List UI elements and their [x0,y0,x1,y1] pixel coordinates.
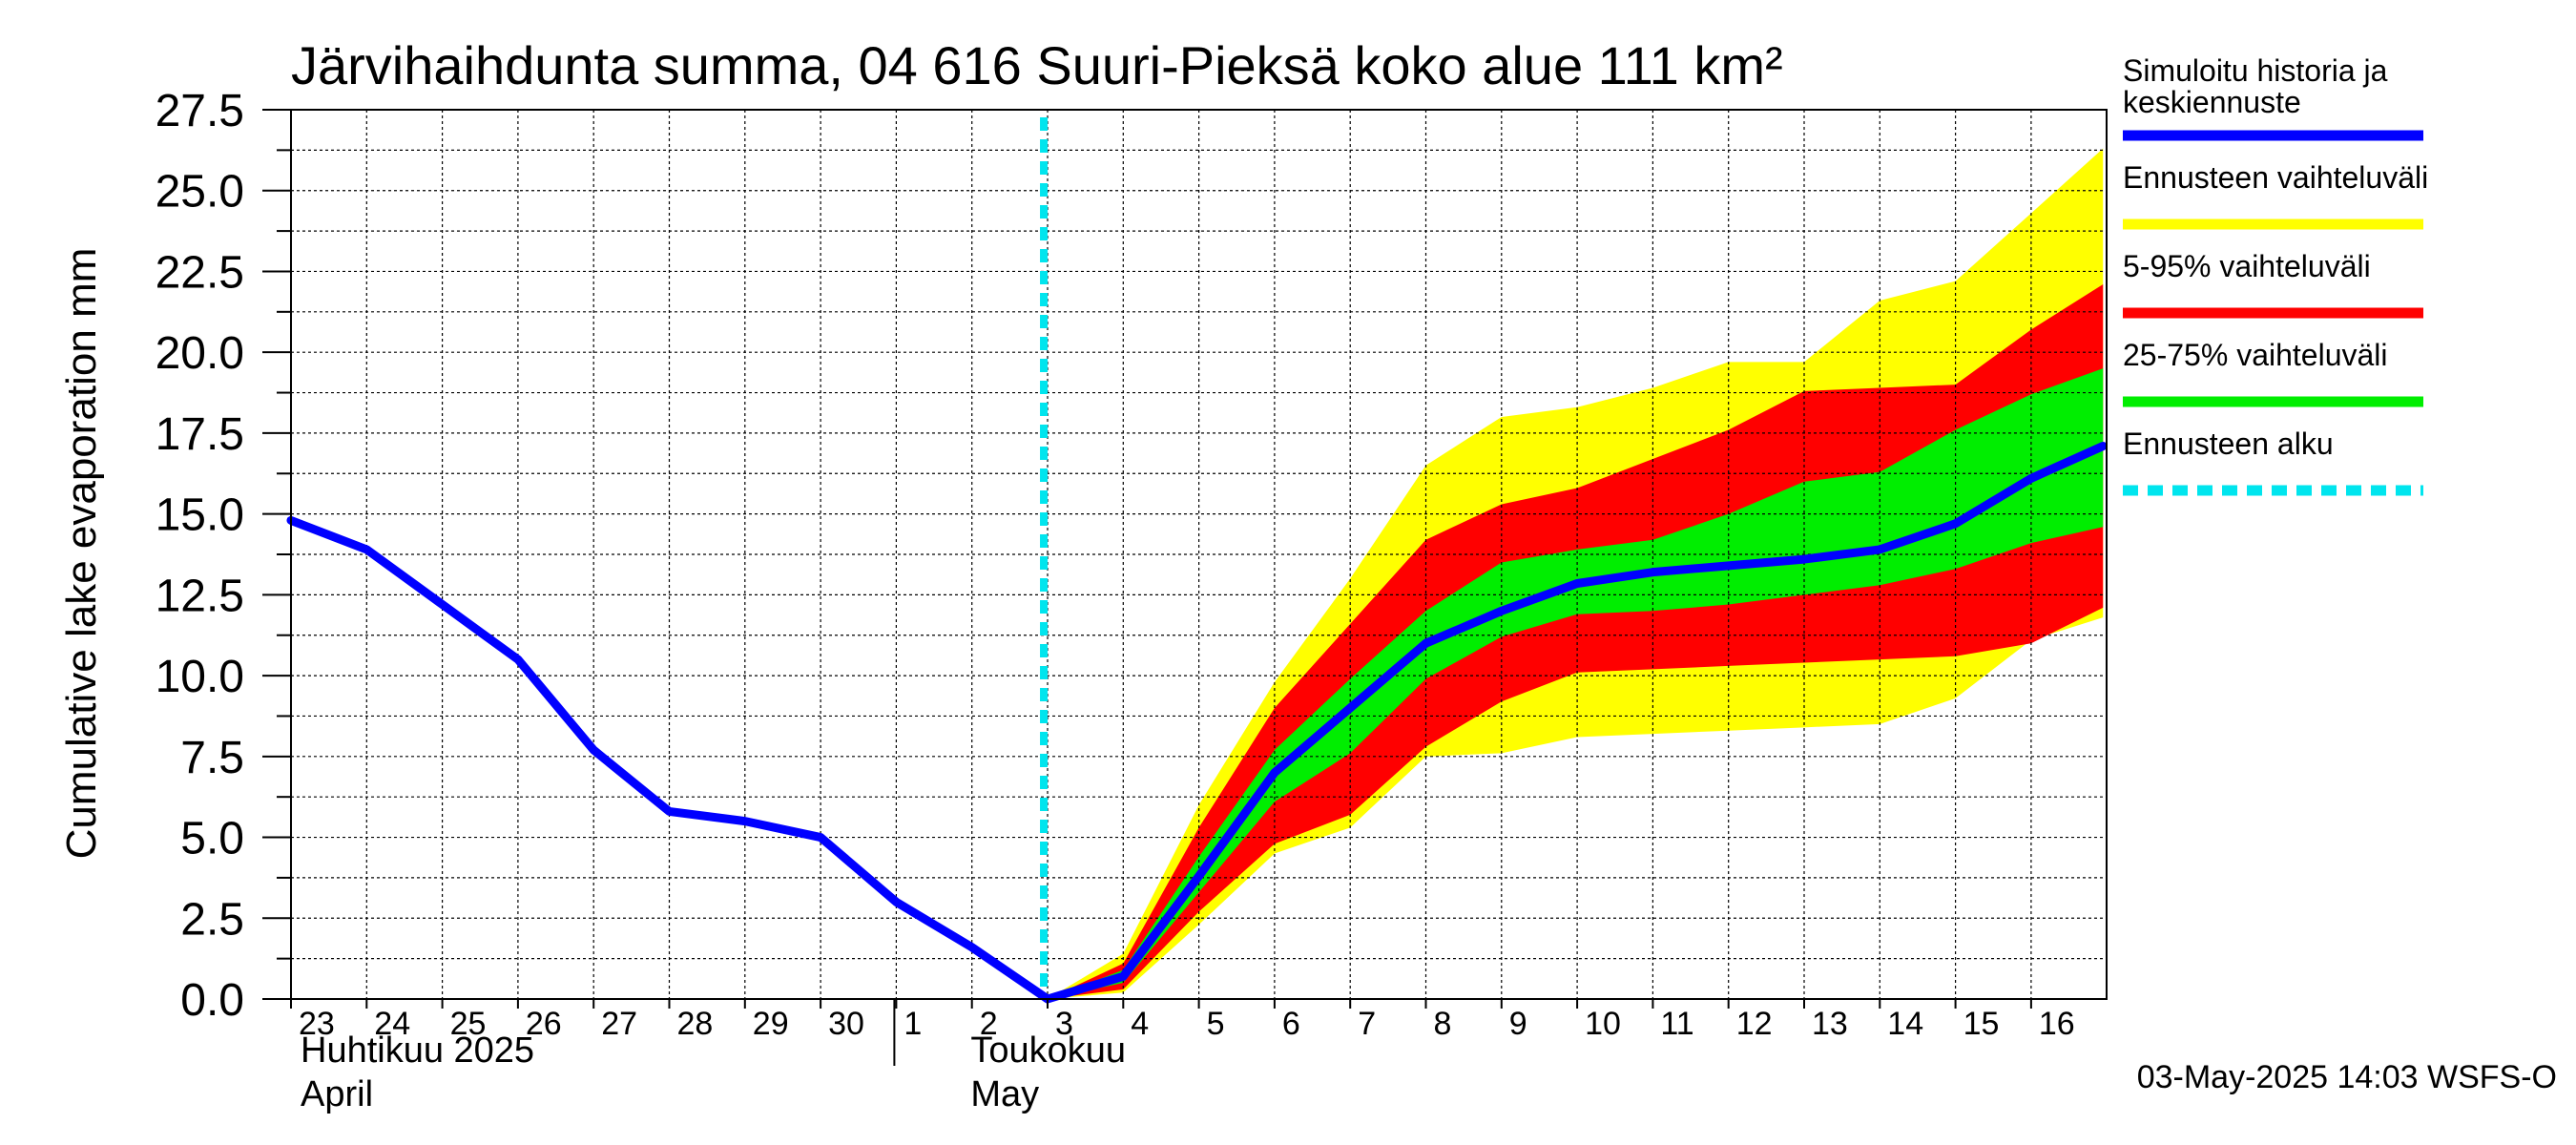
y-tick-label: 27.5 [156,86,244,136]
x-axis: 23 24 25 26 27 28 29 30 1 2 3 4 5 6 7 8 9 10 11 12 13 14 15 16H… [290,999,2075,1114]
y-tick-label: 22.5 [156,247,244,298]
y-tick-label: 12.5 [156,571,244,621]
legend-label: 5-95% vaihteluväli [2123,249,2371,283]
x-tick-label: 23 [299,1006,335,1042]
y-tick-label: 10.0 [156,652,244,702]
y-tick-label: 25.0 [156,167,244,218]
x-tick-label: 3 [1055,1006,1073,1042]
x-tick-label: 7 [1358,1006,1376,1042]
legend-label: Ennusteen alku [2123,427,2334,461]
chart-title: Järvihaihdunta summa, 04 616 Suuri-Pieks… [291,35,1783,95]
x-tick-label: 6 [1282,1006,1300,1042]
x-tick-label: 14 [1887,1006,1923,1042]
x-tick-label: 28 [677,1006,714,1042]
x-tick-label: 30 [828,1006,864,1042]
y-tick-label: 7.5 [180,733,244,783]
x-tick-label: 1 [904,1006,922,1042]
y-axis-label: Cumulative lake evaporation mm [58,248,105,860]
band-2 [1048,368,2104,999]
series-lines [286,441,2108,1004]
forecast-bands [1048,148,2104,1000]
x-tick-label: 10 [1585,1006,1621,1042]
legend-label-line2: keskiennuste [2123,85,2301,119]
legend-label: 25-75% vaihteluväli [2123,338,2388,372]
x-tick-label: 25 [450,1006,487,1042]
x-tick-label: 11 [1660,1006,1693,1042]
x-tick-label: 12 [1736,1006,1773,1042]
x-tick-label: 8 [1434,1006,1452,1042]
x-tick-label: 27 [601,1006,637,1042]
x-tick-label: 16 [2039,1006,2075,1042]
month-label-en: May [970,1074,1039,1114]
grid [291,110,2107,999]
x-tick-label: 4 [1131,1006,1149,1042]
band-1 [1048,284,2104,1000]
y-tick-label: 20.0 [156,328,244,379]
x-tick-label: 29 [753,1006,789,1042]
x-tick-label: 13 [1812,1006,1848,1042]
legend-label: Simuloitu historia ja [2123,53,2388,88]
y-tick-label: 17.5 [156,409,244,460]
x-tick-label: 24 [374,1006,410,1042]
y-tick-label: 5.0 [180,814,244,864]
month-label-en: April [301,1074,373,1114]
month-label-fi: Toukokuu [970,1030,1126,1071]
legend-label: Ennusteen vaihteluväli [2123,160,2428,195]
series-line-0 [286,441,2108,1004]
y-tick-label: 2.5 [180,894,244,945]
x-tick-label: 5 [1207,1006,1225,1042]
x-tick-label: 26 [526,1006,562,1042]
y-tick-label: 15.0 [156,490,244,541]
x-tick-label: 15 [1963,1006,2000,1042]
month-label-fi: Huhtikuu 2025 [301,1030,534,1071]
x-tick-label: 9 [1509,1006,1527,1042]
x-tick-label: 2 [980,1006,998,1042]
y-axis: 0.0 2.5 5.0 7.5 10.0 12.5 15.0 17.5 20.0 22.5 25.0… [156,86,291,1026]
y-tick-label: 0.0 [180,975,244,1026]
footer-timestamp: 03-May-2025 14:03 WSFS-O [2137,1059,2557,1095]
